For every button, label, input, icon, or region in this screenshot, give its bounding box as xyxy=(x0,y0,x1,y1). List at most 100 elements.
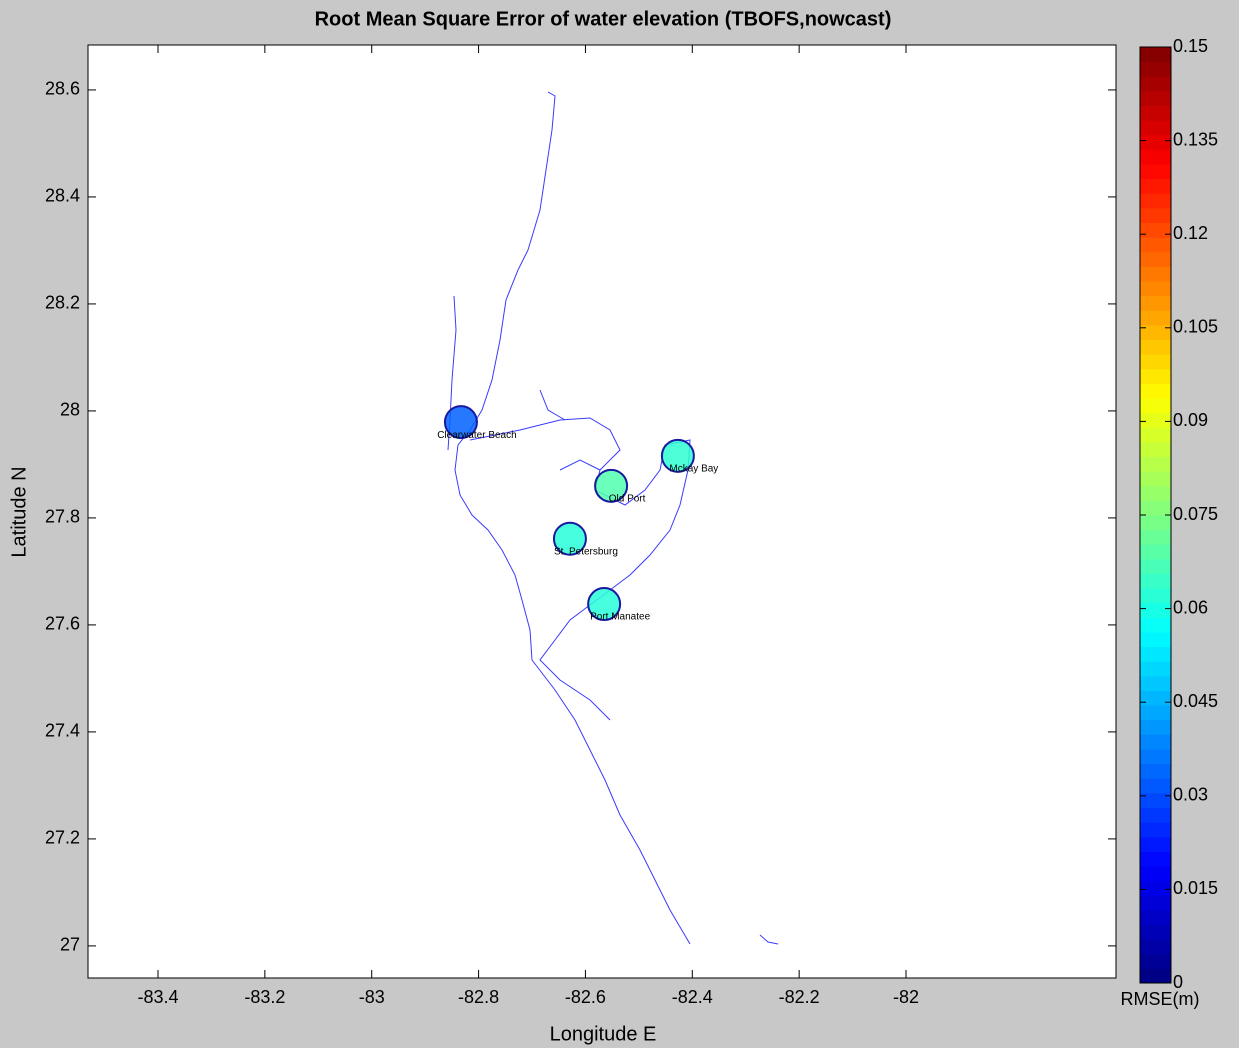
plot-area xyxy=(87,44,1117,979)
colorbar-cell xyxy=(1140,266,1171,282)
colorbar-cell xyxy=(1140,295,1171,311)
colorbar-cell xyxy=(1140,632,1171,648)
y-tick-label: 28.6 xyxy=(45,79,80,99)
colorbar-cell xyxy=(1140,193,1171,209)
colorbar-cell xyxy=(1140,661,1171,677)
colorbar-cell xyxy=(1140,207,1171,223)
colorbar-cell xyxy=(1140,281,1171,297)
colorbar-cell xyxy=(1140,851,1171,867)
x-tick-label: -83 xyxy=(359,987,385,1007)
x-tick-label: -82 xyxy=(893,987,919,1007)
x-tick-label: -82.4 xyxy=(672,987,713,1007)
colorbar-cell xyxy=(1140,939,1171,955)
colorbar-cell xyxy=(1140,749,1171,765)
colorbar-tick-label: 0.135 xyxy=(1173,129,1218,149)
y-tick-label: 27 xyxy=(60,935,80,955)
station-label: Mckay Bay xyxy=(669,464,718,475)
colorbar-tick-label: 0.09 xyxy=(1173,410,1208,430)
colorbar-cell xyxy=(1140,61,1171,77)
colorbar-cell xyxy=(1140,134,1171,150)
colorbar-cell xyxy=(1140,836,1171,852)
colorbar-cell xyxy=(1140,427,1171,443)
station-label: Clearwater Beach xyxy=(437,430,516,441)
y-tick-label: 27.6 xyxy=(45,614,80,634)
x-axis-label: Longitude E xyxy=(550,1023,657,1045)
station-label: St. Petersburg xyxy=(554,546,618,557)
colorbar-cell xyxy=(1140,734,1171,750)
colorbar-cell xyxy=(1140,456,1171,472)
colorbar-label: RMSE(m) xyxy=(1121,989,1200,1009)
colorbar-cell xyxy=(1140,47,1171,63)
station-label: Port Manatee xyxy=(590,612,650,623)
station-marker xyxy=(552,521,587,556)
colorbar-cell xyxy=(1140,953,1171,969)
colorbar-cell xyxy=(1140,866,1171,882)
colorbar-cell xyxy=(1140,909,1171,925)
colorbar-cell xyxy=(1140,588,1171,604)
colorbar-cell xyxy=(1140,515,1171,531)
colorbar-cell xyxy=(1140,778,1171,794)
x-tick-label: -83.2 xyxy=(244,987,285,1007)
x-tick-label: -82.8 xyxy=(458,987,499,1007)
colorbar-cell xyxy=(1140,324,1171,340)
y-tick-label: 27.8 xyxy=(45,507,80,527)
colorbar-cell xyxy=(1140,90,1171,106)
colorbar-cell xyxy=(1140,544,1171,560)
colorbar-cell xyxy=(1140,675,1171,691)
colorbar-cell xyxy=(1140,164,1171,180)
colorbar-cell xyxy=(1140,222,1171,238)
station-marker xyxy=(660,438,695,473)
colorbar-cell xyxy=(1140,558,1171,574)
colorbar-cell xyxy=(1140,354,1171,370)
colorbar-cell xyxy=(1140,880,1171,896)
colorbar-cell xyxy=(1140,573,1171,589)
colorbar-cell xyxy=(1140,602,1171,618)
colorbar-cell xyxy=(1140,310,1171,326)
colorbar-tick-label: 0.12 xyxy=(1173,223,1208,243)
colorbar-cell xyxy=(1140,924,1171,940)
colorbar-cell xyxy=(1140,690,1171,706)
station-label: Old Port xyxy=(609,493,646,504)
colorbar-cell xyxy=(1140,412,1171,428)
colorbar-cell xyxy=(1140,441,1171,457)
colorbar-cell xyxy=(1140,178,1171,194)
station-marker xyxy=(443,405,478,440)
colorbar-cell xyxy=(1140,719,1171,735)
station-marker xyxy=(594,468,629,503)
colorbar-cell xyxy=(1140,105,1171,121)
colorbar-tick-label: 0.06 xyxy=(1173,597,1208,617)
y-tick-label: 27.4 xyxy=(45,721,80,741)
colorbar-cell xyxy=(1140,485,1171,501)
colorbar-cell xyxy=(1140,705,1171,721)
colorbar-cell xyxy=(1140,792,1171,808)
chart-title: Root Mean Square Error of water elevatio… xyxy=(315,8,892,30)
colorbar-cell xyxy=(1140,529,1171,545)
y-tick-label: 28.4 xyxy=(45,186,80,206)
colorbar-tick-label: 0.015 xyxy=(1173,878,1218,898)
colorbar-cell xyxy=(1140,471,1171,487)
colorbar-cell xyxy=(1140,339,1171,355)
colorbar-tick-label: 0 xyxy=(1173,972,1183,992)
colorbar-cell xyxy=(1140,149,1171,165)
colorbar-cell xyxy=(1140,895,1171,911)
colorbar-cell xyxy=(1140,617,1171,633)
colorbar-cell xyxy=(1140,398,1171,414)
colorbar-cell xyxy=(1140,120,1171,136)
colorbar-tick-label: 0.045 xyxy=(1173,691,1218,711)
colorbar-tick-label: 0.075 xyxy=(1173,504,1218,524)
y-tick-label: 28 xyxy=(60,400,80,420)
colorbar-cell xyxy=(1140,368,1171,384)
x-tick-label: -83.4 xyxy=(137,987,178,1007)
colorbar-cell xyxy=(1140,500,1171,516)
y-tick-label: 27.2 xyxy=(45,828,80,848)
colorbar-cell xyxy=(1140,646,1171,662)
colorbar-cell xyxy=(1140,383,1171,399)
colorbar-cell xyxy=(1140,807,1171,823)
x-tick-label: -82.6 xyxy=(565,987,606,1007)
colorbar-tick-label: 0.15 xyxy=(1173,36,1208,56)
colorbar-cell xyxy=(1140,251,1171,267)
colorbar-tick-label: 0.03 xyxy=(1173,785,1208,805)
colorbar-tick-label: 0.105 xyxy=(1173,317,1218,337)
station-marker xyxy=(587,587,622,622)
